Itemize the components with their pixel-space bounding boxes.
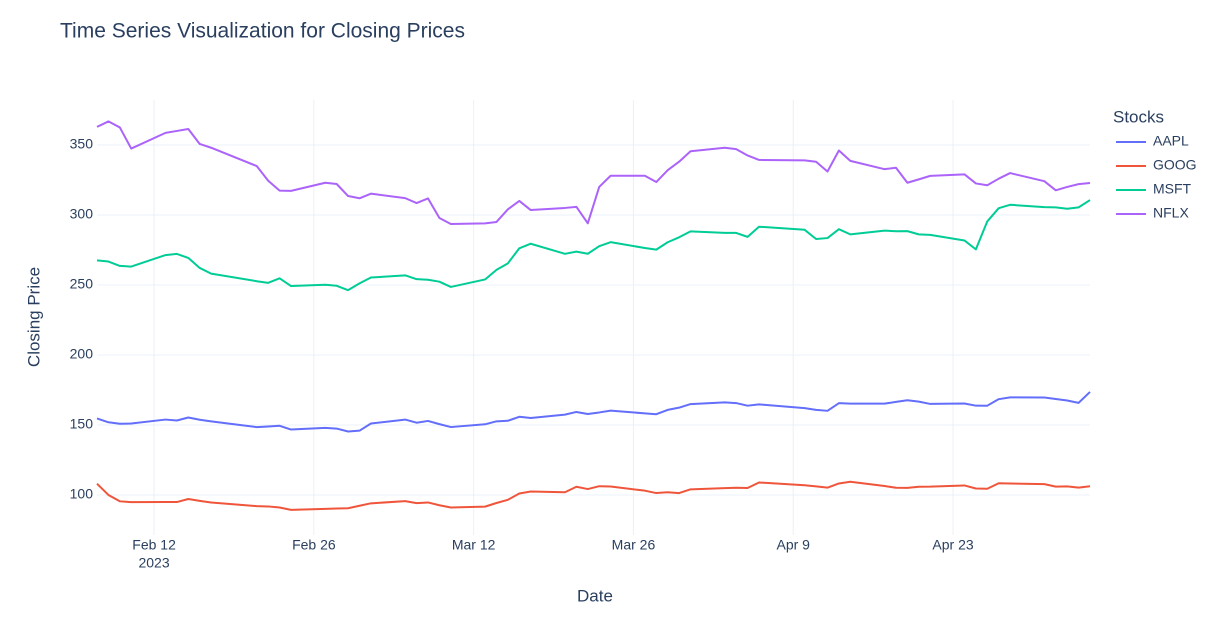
x-axis-title: Date <box>577 586 613 605</box>
y-tick-label: 300 <box>70 206 94 222</box>
y-tick-label: 150 <box>70 416 94 432</box>
x-tick-label: Mar 26 <box>612 537 656 553</box>
y-axis-title: Closing Price <box>24 267 43 367</box>
series-line <box>96 480 1091 511</box>
x-tick-label: Apr 23 <box>932 537 973 553</box>
legend-title: Stocks <box>1113 107 1164 126</box>
x-tick-label: Feb 26 <box>292 537 336 553</box>
legend-label: MSFT <box>1153 181 1192 197</box>
x-tick-label: Feb 12 <box>132 537 176 553</box>
y-tick-label: 250 <box>70 276 94 292</box>
legend-label: NFLX <box>1153 205 1189 221</box>
y-tick-label: 200 <box>70 346 94 362</box>
legend-label: AAPL <box>1153 133 1189 149</box>
series-line <box>96 120 1091 226</box>
legend-label: GOOG <box>1153 157 1197 173</box>
x-tick-year: 2023 <box>138 555 169 571</box>
y-tick-label: 350 <box>70 136 94 152</box>
x-tick-label: Apr 9 <box>777 537 811 553</box>
x-tick-label: Mar 12 <box>452 537 496 553</box>
plot-area <box>96 120 1091 511</box>
y-tick-label: 100 <box>70 486 94 502</box>
chart-title: Time Series Visualization for Closing Pr… <box>60 20 465 43</box>
series-line <box>96 199 1091 292</box>
series-line <box>96 391 1091 433</box>
grid <box>97 100 1090 535</box>
